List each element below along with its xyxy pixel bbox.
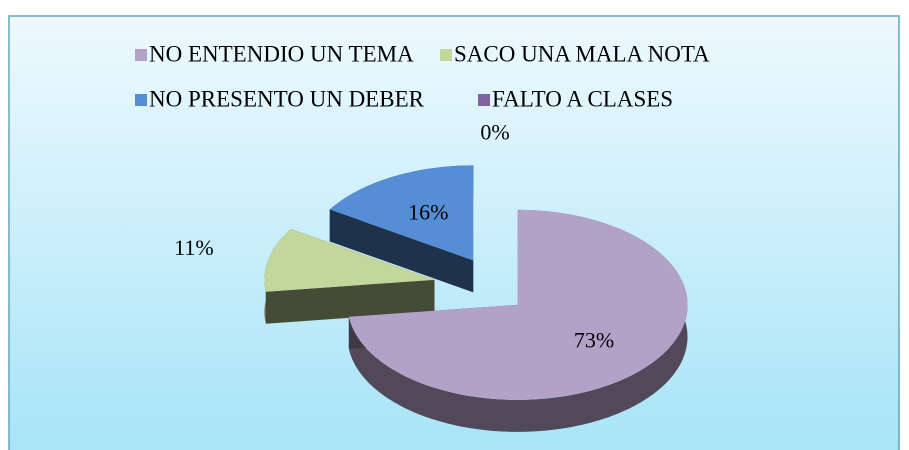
data-label: 11% [174, 235, 214, 260]
legend-swatch [135, 49, 147, 61]
legend-swatch [440, 49, 452, 61]
slice [348, 209, 688, 400]
legend-swatch [478, 94, 490, 106]
data-label: 0% [480, 120, 509, 145]
legend-label: NO PRESENTO UN DEBER [149, 86, 425, 111]
legend-swatch [135, 94, 147, 106]
legend-label: SACO UNA MALA NOTA [454, 41, 710, 66]
slice-wall [329, 209, 474, 293]
legend-label: NO ENTENDIO UN TEMA [149, 41, 414, 66]
slice [329, 165, 474, 261]
data-label: 73% [574, 328, 614, 353]
slice [264, 228, 435, 292]
data-label: 16% [408, 200, 448, 225]
legend-label: FALTO A CLASES [492, 86, 673, 111]
